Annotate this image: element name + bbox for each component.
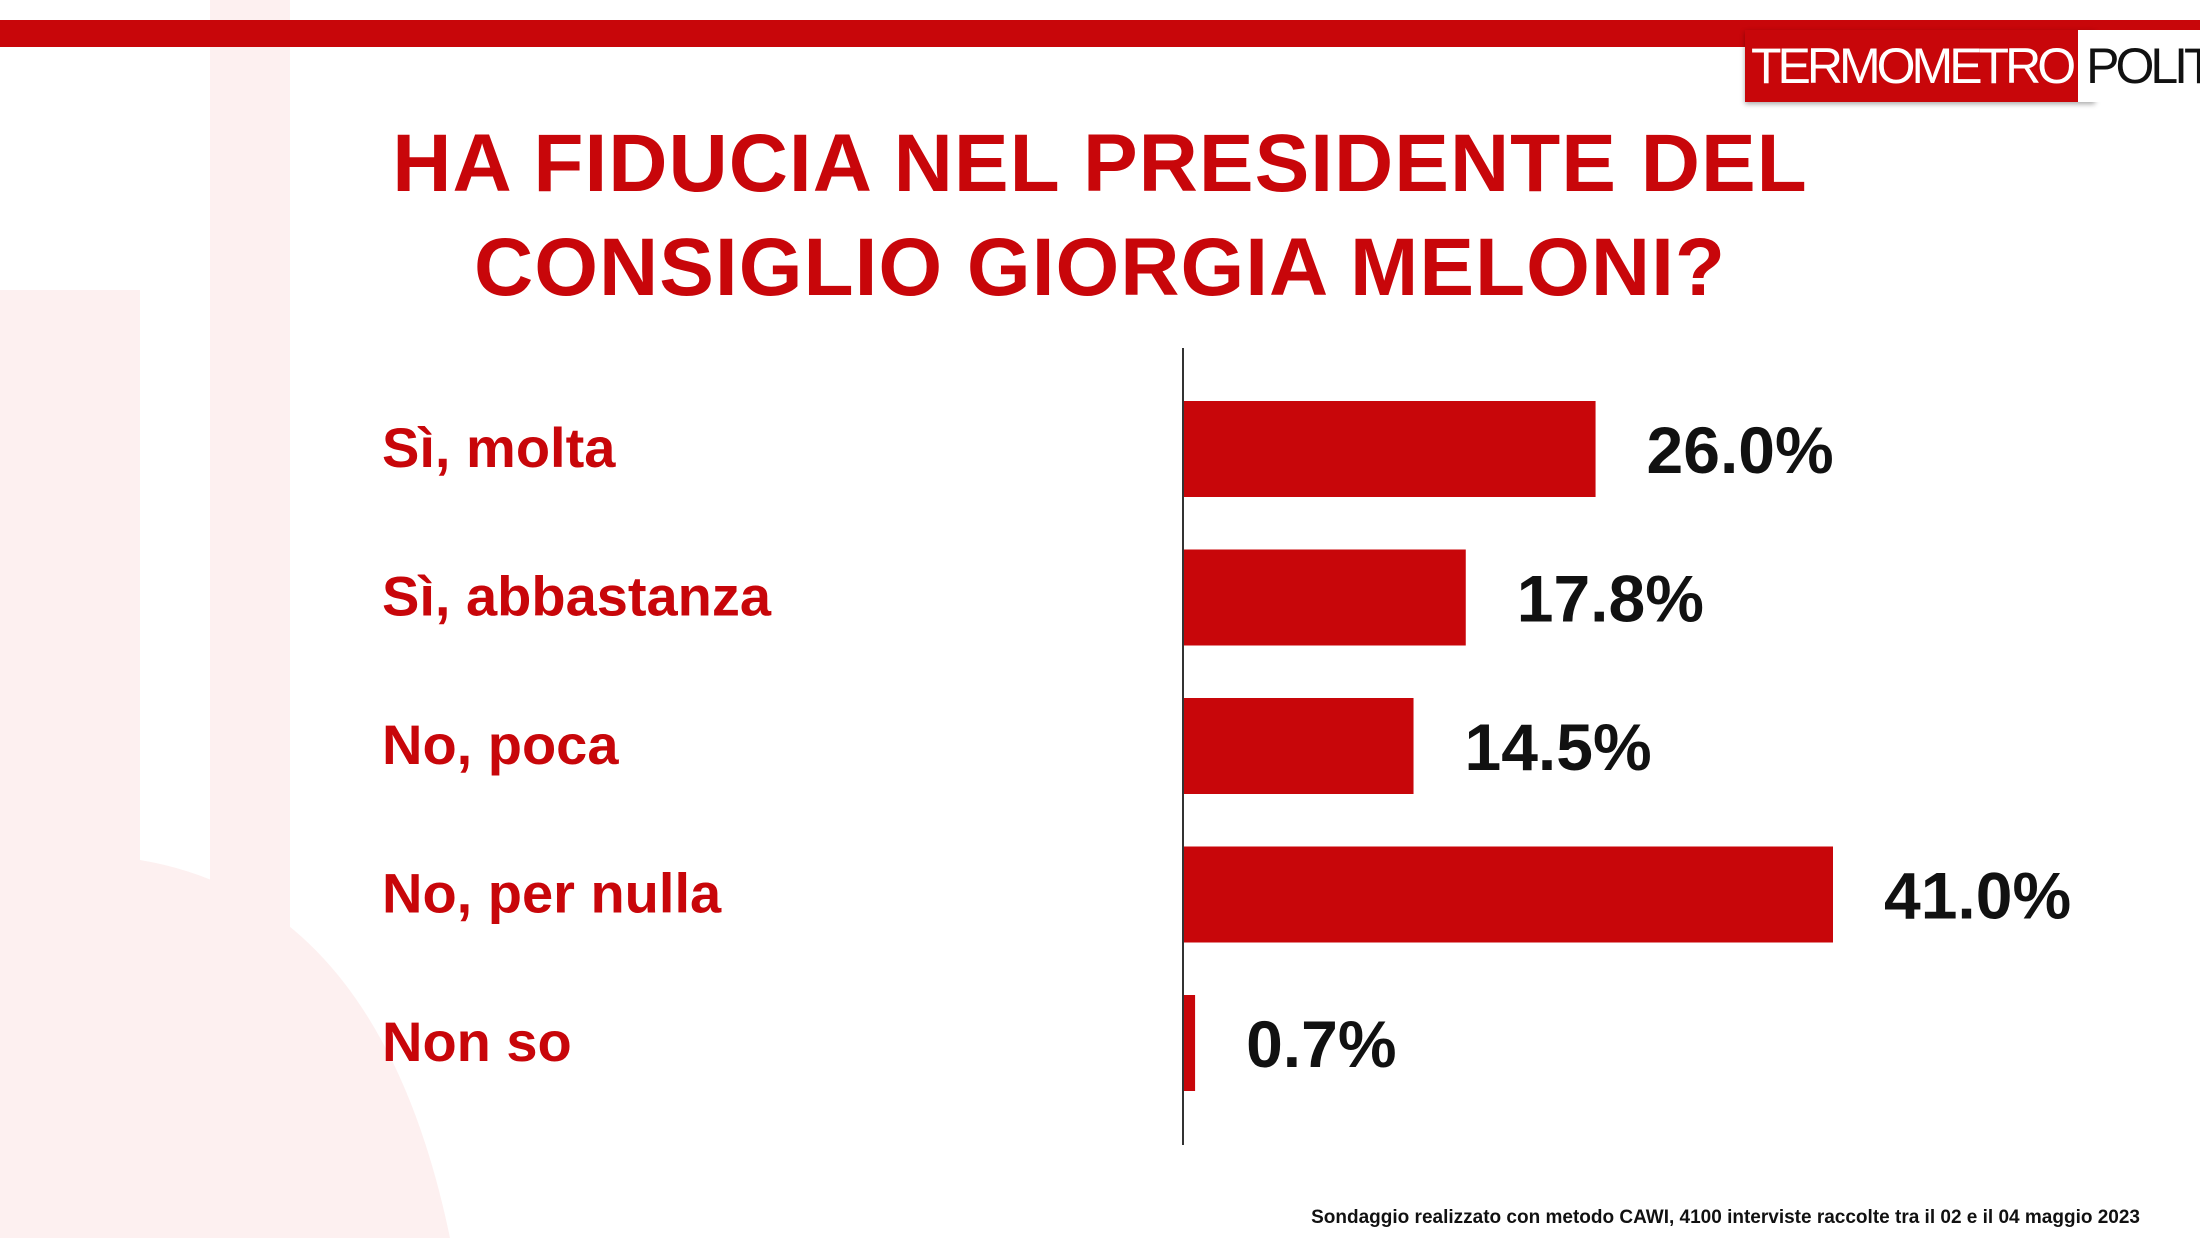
data-label: 14.5% [1465, 710, 1652, 784]
chart-title-line-2: CONSIGLIO GIORGIA MELONI? [474, 222, 1726, 313]
category-label: Non so [382, 1010, 572, 1073]
category-label: No, poca [382, 713, 619, 776]
category-label: Sì, molta [382, 416, 616, 479]
bar [1184, 549, 1466, 646]
bar [1184, 846, 1833, 943]
logo-text-termometro: TERMOMETRO [1745, 30, 2079, 102]
category-label: No, per nulla [382, 862, 722, 925]
data-label: 41.0% [1884, 859, 2071, 933]
chart-title-line-1: HA FIDUCIA NEL PRESIDENTE DEL [392, 118, 1808, 209]
data-label: 26.0% [1647, 413, 1834, 487]
logo-text-politico: POLITICO [2078, 30, 2200, 102]
data-label: 17.8% [1517, 562, 1704, 636]
bar [1184, 401, 1596, 497]
bar [1184, 995, 1196, 1091]
brand-logo: TERMOMETRO POLITICO [1745, 30, 2200, 102]
data-label: 0.7% [1246, 1007, 1396, 1081]
bar [1184, 698, 1414, 794]
chart-title: HA FIDUCIA NEL PRESIDENTE DEL CONSIGLIO … [250, 112, 1950, 320]
category-label: Sì, abbastanza [382, 565, 772, 628]
survey-footnote: Sondaggio realizzato con metodo CAWI, 41… [1311, 1207, 2140, 1228]
